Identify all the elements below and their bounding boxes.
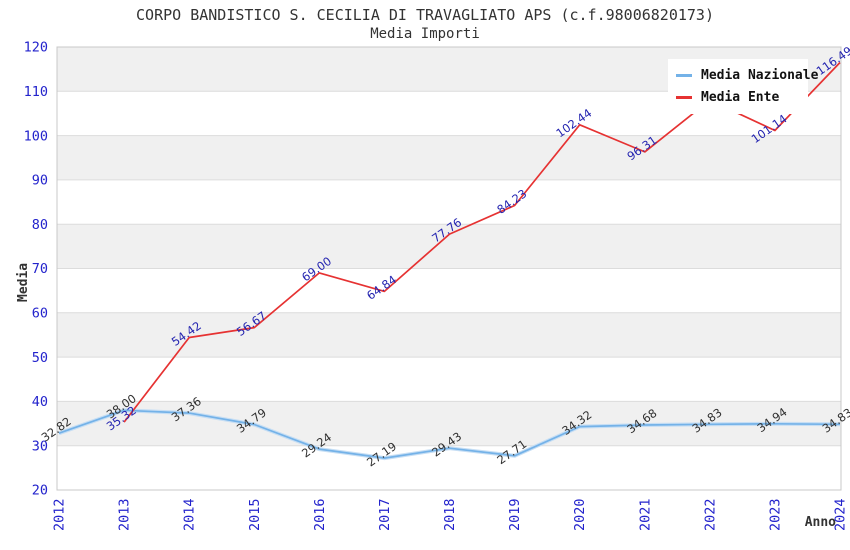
y-tick-label: 40 (32, 394, 48, 410)
legend-item-media-ente: Media Ente (668, 86, 808, 108)
plot-border (56, 46, 842, 491)
x-tick-label: 2014 (182, 498, 198, 531)
x-tick-label: 2023 (767, 498, 783, 531)
y-tick-label: 110 (24, 84, 48, 100)
data-label: 64.84 (364, 272, 399, 302)
line-swatch-icon (676, 73, 692, 77)
y-tick-label: 60 (32, 306, 48, 322)
y-tick-label: 80 (32, 217, 48, 233)
x-tick-label: 2017 (377, 498, 393, 531)
x-tick-label: 2021 (637, 498, 653, 531)
y-axis-label: Media (16, 262, 31, 302)
y-tick-label: 90 (32, 173, 48, 189)
x-axis-label: Anno (804, 515, 836, 530)
legend: Media Nazionale Media Ente (668, 59, 818, 114)
y-tick-label: 120 (24, 40, 48, 56)
plot-band (57, 312, 841, 358)
series-line (58, 409, 841, 459)
plot-band (57, 135, 841, 180)
legend-label: Media Ente (701, 89, 780, 105)
x-tick-label: 2022 (702, 498, 718, 531)
x-tick-label: 2019 (507, 498, 523, 531)
legend-item-media-nazionale: Media Nazionale (668, 64, 818, 86)
x-tick-label: 2013 (117, 498, 133, 531)
x-tick-label: 2018 (442, 498, 458, 531)
x-tick-label: 2015 (247, 498, 263, 531)
legend-label: Media Nazionale (701, 67, 819, 83)
x-tick-label: 2024 (833, 498, 849, 531)
y-tick-label: 100 (24, 128, 48, 144)
x-tick-label: 2016 (312, 498, 328, 531)
chart-title: CORPO BANDISTICO S. CECILIA DI TRAVAGLIA… (136, 6, 714, 24)
chart-subtitle: Media Importi (370, 26, 480, 42)
y-tick-label: 30 (32, 438, 48, 454)
data-label: 84.23 (494, 186, 529, 216)
x-tick-label: 2012 (52, 498, 68, 531)
plot-band (57, 224, 841, 269)
y-tick-label: 70 (32, 261, 48, 277)
y-tick-label: 50 (32, 350, 48, 366)
line-swatch-icon (676, 95, 692, 99)
y-tick-label: 20 (32, 483, 48, 499)
x-tick-label: 2020 (572, 498, 588, 531)
